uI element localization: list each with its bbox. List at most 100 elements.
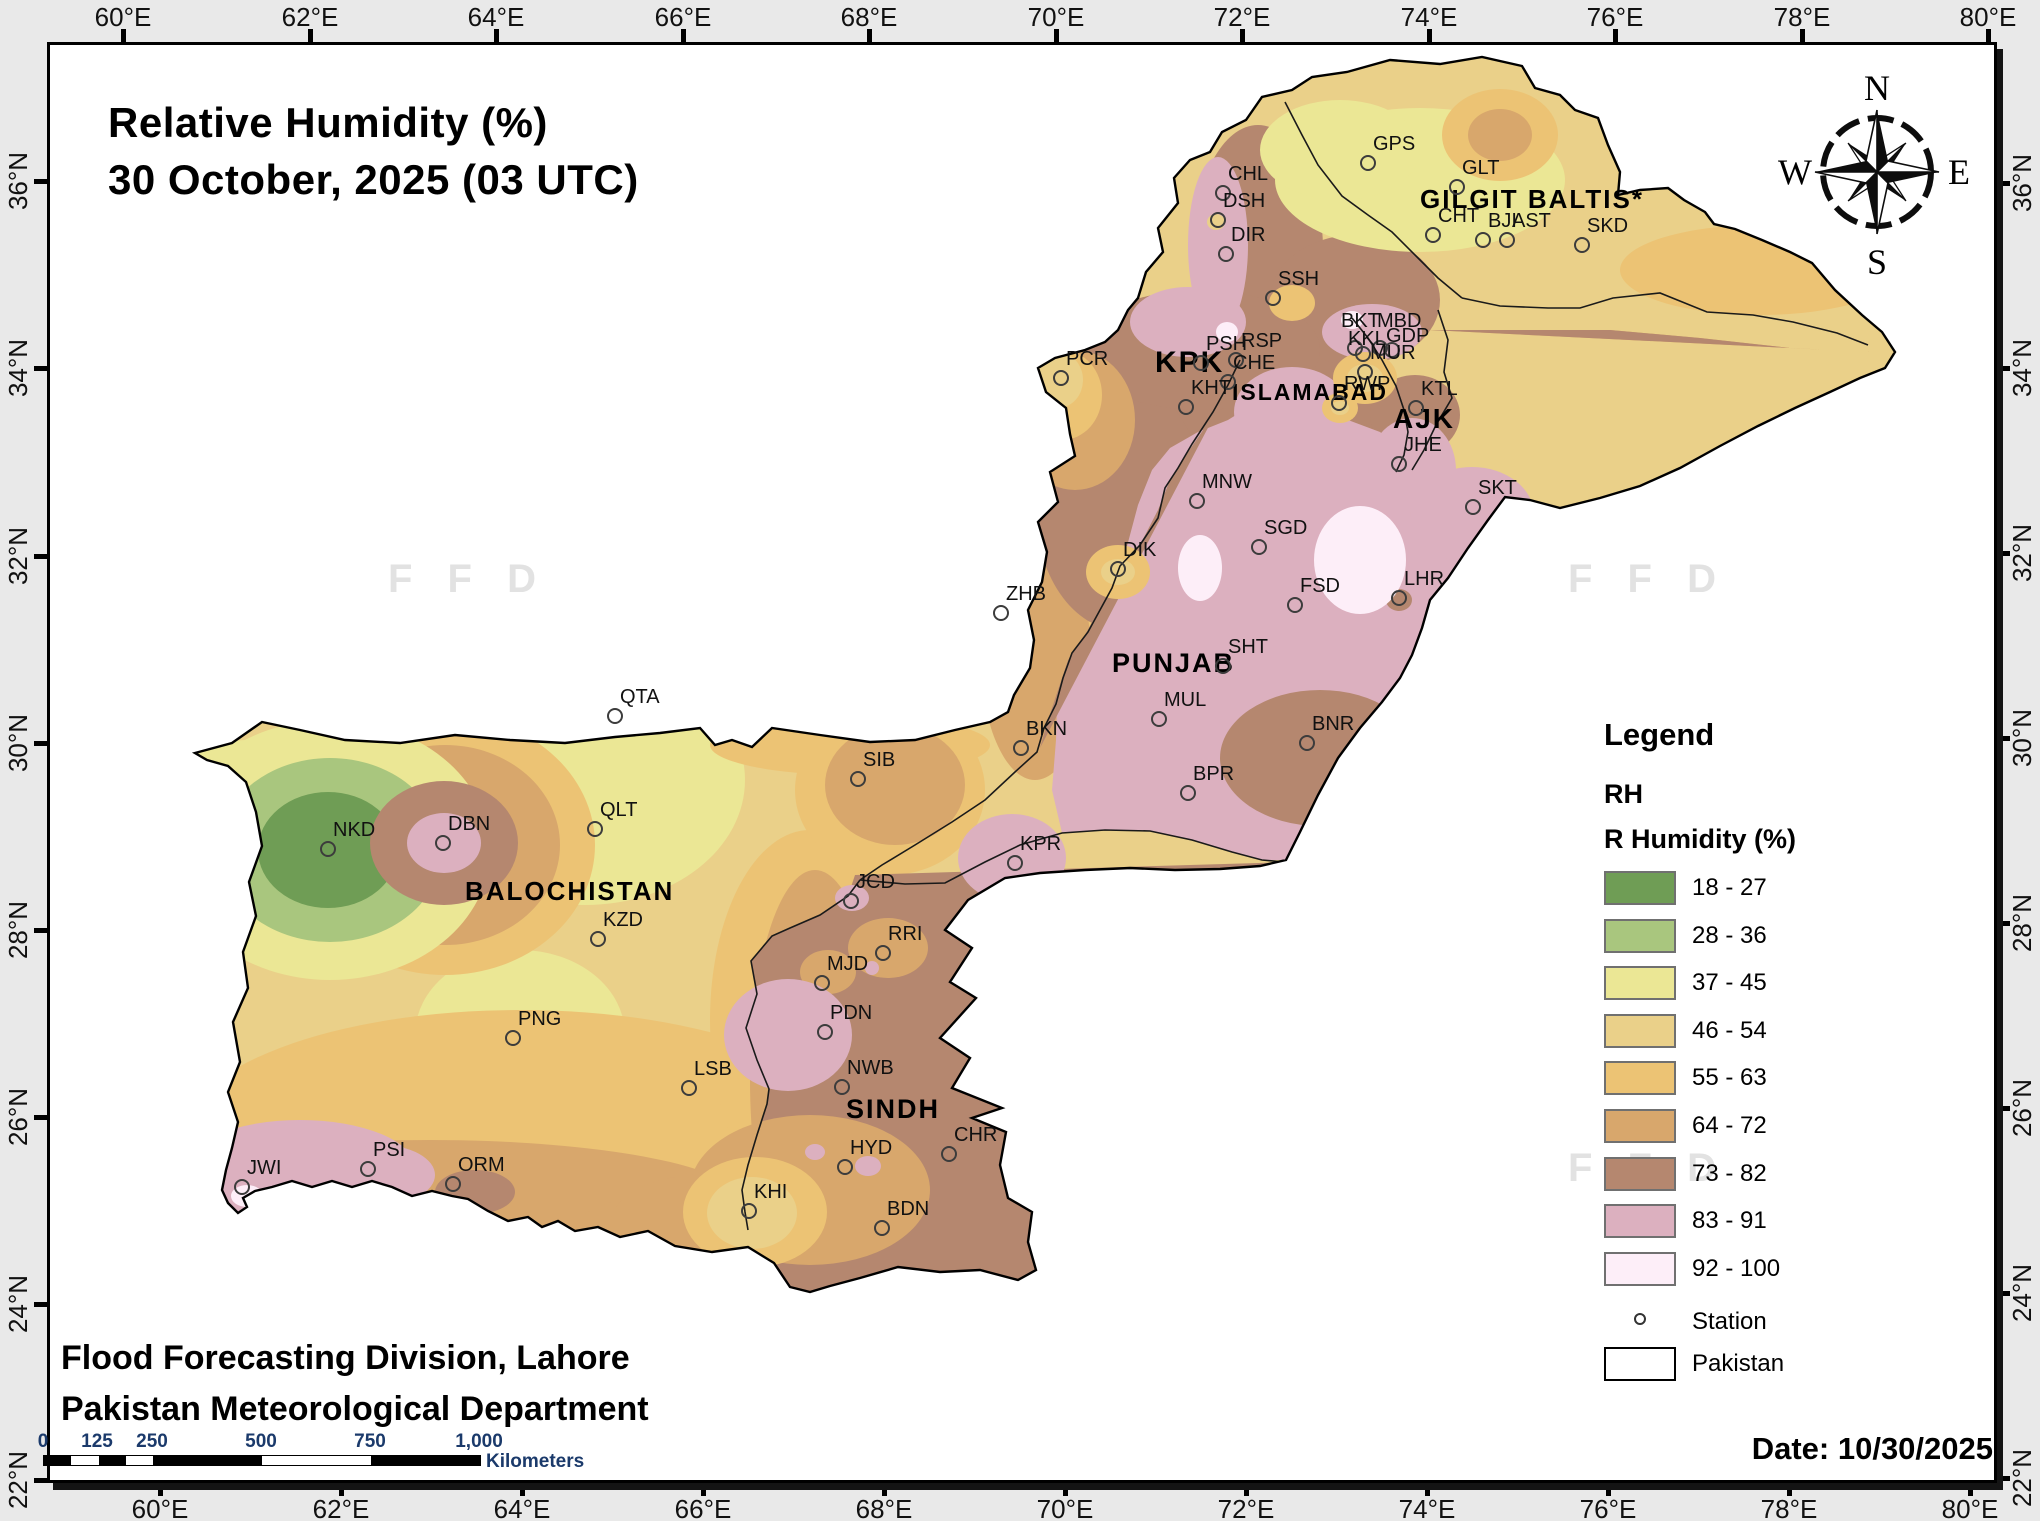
station-KHT[interactable]: KHT — [1178, 377, 1231, 415]
station-ORM[interactable]: ORM — [445, 1154, 505, 1192]
tick-left — [34, 741, 47, 746]
station-PSI[interactable]: PSI — [360, 1139, 405, 1177]
station-HYD[interactable]: HYD — [837, 1137, 892, 1175]
station-marker — [1220, 374, 1236, 390]
tick-top — [867, 29, 872, 42]
tick-bottom — [1244, 1483, 1249, 1496]
station-label: CHL — [1228, 163, 1268, 185]
station-DSH[interactable]: DSH — [1210, 190, 1265, 228]
station-DBN[interactable]: DBN — [435, 813, 490, 851]
legend-swatch — [1604, 966, 1676, 1001]
station-PSH[interactable]: PSH — [1193, 333, 1247, 371]
station-BDN[interactable]: BDN — [874, 1198, 929, 1236]
station-PDN[interactable]: PDN — [817, 1002, 872, 1040]
station-PNG[interactable]: PNG — [505, 1008, 561, 1046]
lat-label-right: 34°N — [2007, 338, 2037, 398]
lat-label-left: 30°N — [3, 713, 33, 773]
station-PCR[interactable]: PCR — [1053, 348, 1108, 386]
tick-top — [1240, 29, 1245, 42]
station-marker — [1384, 342, 1400, 358]
ffd-watermark: F F D — [1568, 557, 1728, 601]
station-NWB[interactable]: NWB — [834, 1057, 894, 1095]
station-marker — [607, 708, 623, 724]
station-MUL[interactable]: MUL — [1151, 689, 1206, 727]
tick-left — [34, 1115, 47, 1120]
legend-swatch — [1604, 1156, 1676, 1191]
map-title: Relative Humidity (%) 30 October, 2025 (… — [108, 95, 639, 208]
station-QTA[interactable]: QTA — [607, 686, 660, 724]
station-LSB[interactable]: LSB — [681, 1058, 732, 1096]
station-RSP[interactable]: RSP — [1228, 330, 1282, 368]
station-BKN[interactable]: BKN — [1013, 718, 1067, 756]
station-RRI[interactable]: RRI — [875, 923, 922, 961]
station-label: BKN — [1026, 718, 1067, 740]
station-DIK[interactable]: DIK — [1110, 539, 1157, 577]
station-SKD[interactable]: SKD — [1574, 215, 1628, 253]
station-CHE[interactable]: CHE — [1220, 352, 1275, 390]
legend-swatch — [1604, 918, 1676, 953]
station-marker — [360, 1161, 376, 1177]
station-GDP[interactable]: GDP — [1384, 325, 1429, 358]
tick-top — [681, 29, 686, 42]
station-CHT[interactable]: CHT — [1425, 205, 1479, 243]
station-MBD[interactable]: MBD — [1372, 310, 1421, 356]
legend-class-range: 64 - 72 — [1692, 1112, 1767, 1139]
station-LHR[interactable]: LHR — [1391, 568, 1444, 606]
station-JWI[interactable]: JWI — [234, 1157, 281, 1195]
scale-bar-graphic — [43, 1455, 481, 1466]
station-KHI[interactable]: KHI — [741, 1181, 787, 1219]
station-KTL[interactable]: KTL — [1408, 378, 1458, 416]
station-KZD[interactable]: KZD — [590, 909, 643, 947]
station-SSH[interactable]: SSH — [1265, 268, 1319, 306]
lon-label-bottom: 74°E — [1398, 1494, 1456, 1521]
station-BJI[interactable]: BJI — [1475, 210, 1517, 248]
station-label: PNG — [518, 1008, 561, 1030]
station-JHE[interactable]: JHE — [1391, 434, 1442, 472]
lon-label-top: 62°E — [281, 2, 339, 32]
station-AST[interactable]: AST — [1499, 210, 1551, 248]
station-SHT[interactable]: SHT — [1215, 636, 1268, 674]
province-label-ajk: AJK — [1393, 403, 1455, 434]
lat-label-right: 32°N — [2007, 523, 2037, 583]
station-GLT[interactable]: GLT — [1449, 157, 1499, 195]
station-marker — [1265, 290, 1281, 306]
station-KPR[interactable]: KPR — [1007, 833, 1061, 871]
station-BPR[interactable]: BPR — [1180, 763, 1234, 801]
station-MJD[interactable]: MJD — [814, 953, 868, 991]
tick-bottom — [1787, 1483, 1792, 1496]
credit-line1: Flood Forecasting Division, Lahore — [61, 1339, 630, 1377]
station-GPS[interactable]: GPS — [1360, 133, 1415, 171]
station-marker — [1287, 597, 1303, 613]
station-marker — [1218, 246, 1234, 262]
station-RWP[interactable]: RWP — [1331, 373, 1390, 411]
station-MUR[interactable]: MUR — [1357, 342, 1416, 380]
station-ZHB[interactable]: ZHB — [993, 583, 1046, 621]
station-MNW[interactable]: MNW — [1189, 471, 1252, 509]
station-JCD[interactable]: JCD — [843, 871, 895, 909]
station-QLT[interactable]: QLT — [587, 799, 637, 837]
station-label: SKT — [1478, 477, 1517, 499]
station-NKD[interactable]: NKD — [320, 819, 375, 857]
station-CHR[interactable]: CHR — [941, 1124, 997, 1162]
tick-bottom — [1606, 1483, 1611, 1496]
station-SGD[interactable]: SGD — [1251, 517, 1307, 555]
tick-bottom — [701, 1483, 706, 1496]
station-SIB[interactable]: SIB — [850, 749, 895, 787]
map-title-line1: Relative Humidity (%) — [108, 99, 548, 146]
station-BNR[interactable]: BNR — [1299, 713, 1354, 751]
station-DIR[interactable]: DIR — [1218, 224, 1265, 262]
lon-label-bottom: 80°E — [1941, 1494, 1999, 1521]
lat-label-left: 32°N — [3, 526, 33, 586]
station-CHL[interactable]: CHL — [1215, 163, 1268, 201]
tick-top — [121, 29, 126, 42]
tick-right — [1997, 551, 2010, 556]
legend-swatch — [1604, 1251, 1676, 1286]
station-FSD[interactable]: FSD — [1287, 575, 1340, 613]
station-SKT[interactable]: SKT — [1465, 477, 1517, 515]
province-label-balochistan: BALOCHISTAN — [465, 876, 674, 906]
station-marker — [1475, 232, 1491, 248]
station-KKL[interactable]: KKL — [1348, 328, 1386, 362]
station-label: NWB — [847, 1057, 894, 1079]
